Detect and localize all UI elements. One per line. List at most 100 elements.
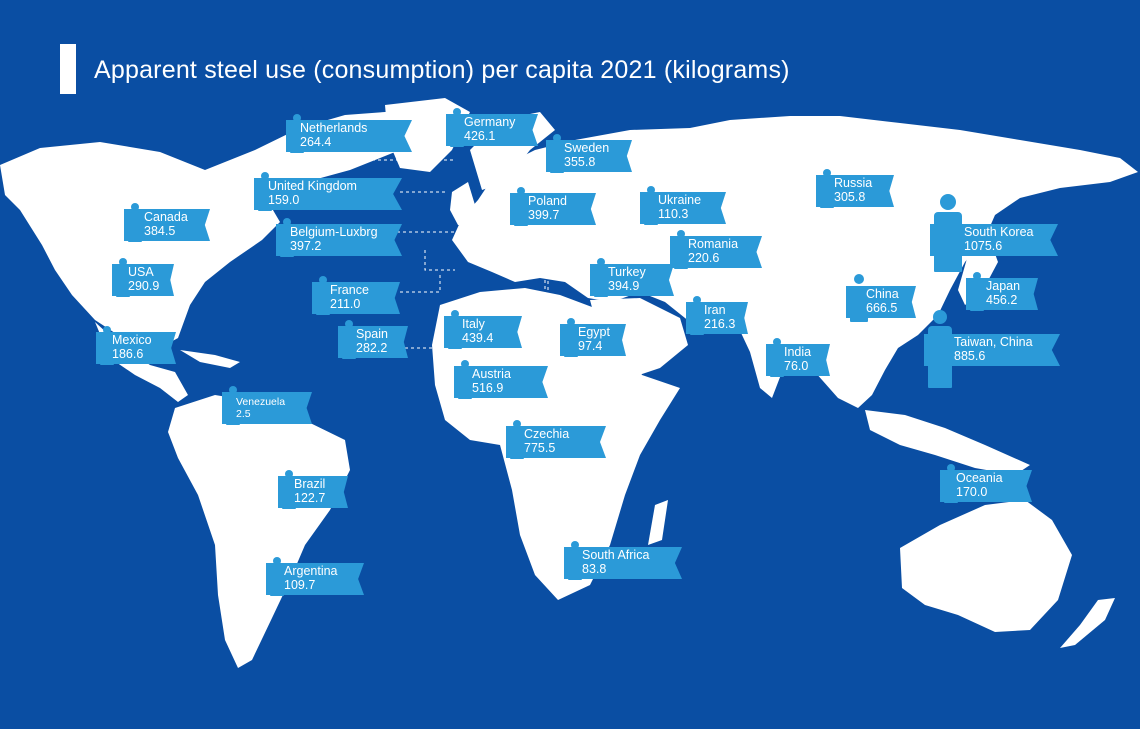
- country-name: USA: [128, 265, 154, 279]
- country-name: Canada: [144, 210, 188, 224]
- person-icon: [100, 326, 114, 366]
- country-value: 399.7: [528, 208, 560, 222]
- country-name: South Korea: [964, 225, 1034, 239]
- south-america: [168, 395, 350, 668]
- country-name: Argentina: [284, 564, 338, 578]
- new-zealand: [1060, 598, 1115, 648]
- person-icon: [226, 386, 240, 426]
- country-name: South Africa: [582, 548, 650, 562]
- great-britain: [450, 182, 475, 225]
- country-name: Romania: [688, 237, 739, 251]
- country-name: Germany: [464, 115, 516, 129]
- person-icon: [934, 194, 962, 274]
- country-name: Poland: [528, 194, 567, 208]
- country-name: Russia: [834, 176, 873, 190]
- country-value: 76.0: [784, 359, 809, 373]
- country-name: Mexico: [112, 333, 152, 347]
- person-icon: [290, 114, 304, 154]
- person-icon: [280, 218, 294, 258]
- country-value: 170.0: [956, 485, 988, 499]
- person-icon: [564, 318, 578, 358]
- country-value: 122.7: [294, 491, 326, 505]
- person-icon: [448, 310, 462, 350]
- country-name: Austria: [472, 367, 511, 381]
- person-icon: [928, 310, 952, 390]
- country-value: 159.0: [268, 193, 300, 207]
- country-value: 216.3: [704, 317, 736, 331]
- madagascar: [648, 500, 668, 545]
- country-name: Iran: [704, 303, 726, 317]
- person-icon: [820, 169, 834, 209]
- country-name: Venezuela: [236, 396, 286, 408]
- country-value: 397.2: [290, 239, 322, 253]
- person-icon: [458, 360, 472, 400]
- country-value: 516.9: [472, 381, 504, 395]
- country-value: 264.4: [300, 135, 332, 149]
- person-icon: [514, 187, 528, 227]
- country-name: Sweden: [564, 141, 610, 155]
- country-value: 355.8: [564, 155, 596, 169]
- person-icon: [568, 541, 582, 581]
- person-icon: [258, 172, 272, 212]
- country-name: India: [784, 345, 812, 359]
- country-name: Egypt: [578, 325, 610, 339]
- country-name: Netherlands: [300, 121, 368, 135]
- person-icon: [316, 276, 330, 316]
- caribbean: [180, 350, 240, 368]
- country-value: 426.1: [464, 129, 496, 143]
- country-name: Japan: [986, 279, 1021, 293]
- person-icon: [450, 108, 464, 148]
- person-icon: [116, 258, 130, 298]
- southeast-asia-islands: [865, 410, 1030, 475]
- country-value: 394.9: [608, 279, 640, 293]
- person-icon: [850, 274, 868, 322]
- country-name: Brazil: [294, 477, 326, 491]
- country-value: 282.2: [356, 341, 388, 355]
- country-name: Oceania: [956, 471, 1003, 485]
- person-icon: [594, 258, 608, 298]
- country-value: 885.6: [954, 349, 986, 363]
- country-name: United Kingdom: [268, 179, 357, 193]
- land-masses: [0, 98, 1138, 668]
- country-name: Belgium-Luxbrg: [290, 225, 378, 239]
- person-icon: [944, 464, 958, 504]
- country-value: 186.6: [112, 347, 144, 361]
- person-icon: [674, 230, 688, 270]
- country-name: Taiwan, China: [954, 335, 1033, 349]
- country-name: China: [866, 287, 899, 301]
- country-name: Italy: [462, 317, 485, 331]
- country-value: 456.2: [986, 293, 1018, 307]
- person-icon: [770, 338, 784, 378]
- eurasia: [452, 116, 1138, 408]
- country-value: 211.0: [330, 297, 361, 311]
- person-icon: [342, 320, 356, 360]
- person-icon: [970, 272, 984, 312]
- title-accent-bar: [60, 44, 76, 94]
- person-icon: [282, 470, 296, 510]
- country-value: 775.5: [524, 441, 556, 455]
- country-value: 109.7: [284, 578, 316, 592]
- country-value: 2.5: [236, 408, 251, 420]
- country-value: 384.5: [144, 224, 176, 238]
- country-name: Turkey: [608, 265, 646, 279]
- country-value: 220.6: [688, 251, 720, 265]
- country-value: 305.8: [834, 190, 866, 204]
- country-value: 110.3: [658, 207, 689, 221]
- country-value: 83.8: [582, 562, 607, 576]
- country-value: 290.9: [128, 279, 160, 293]
- person-icon: [550, 134, 564, 174]
- country-value: 97.4: [578, 339, 603, 353]
- person-icon: [270, 557, 284, 597]
- person-icon: [690, 296, 704, 336]
- country-value: 439.4: [462, 331, 494, 345]
- person-icon: [128, 203, 142, 243]
- country-name: Czechia: [524, 427, 570, 441]
- country-name: Ukraine: [658, 193, 702, 207]
- country-value: 666.5: [866, 301, 898, 315]
- country-name: Spain: [356, 327, 388, 341]
- person-icon: [510, 420, 524, 460]
- australia: [900, 500, 1072, 632]
- country-value: 1075.6: [964, 239, 1003, 253]
- map-title: Apparent steel use (consumption) per cap…: [94, 56, 790, 84]
